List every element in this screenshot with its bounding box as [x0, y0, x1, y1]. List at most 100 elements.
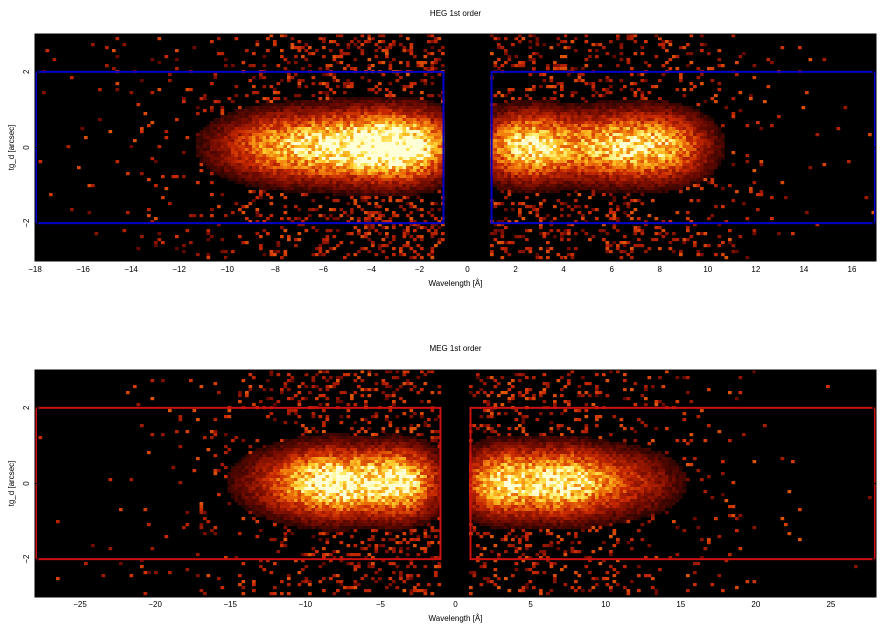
- heatmap-cell: [357, 184, 361, 188]
- heatmap-cell: [336, 79, 340, 83]
- heatmap-cell: [409, 130, 414, 134]
- heatmap-cell: [528, 160, 533, 164]
- heatmap-cell: [395, 154, 400, 158]
- heatmap-cell: [640, 100, 645, 104]
- heatmap-cell: [637, 148, 641, 152]
- heatmap-cell: [266, 187, 270, 191]
- heatmap-cell: [539, 139, 543, 143]
- heatmap-cell: [644, 112, 648, 116]
- heatmap-cell: [521, 115, 526, 119]
- heatmap-cell: [294, 178, 298, 182]
- heatmap-cell: [413, 142, 417, 146]
- heatmap-cell: [329, 187, 333, 191]
- heatmap-cell: [420, 154, 424, 158]
- heatmap-cell: [672, 184, 676, 188]
- heatmap-cell: [528, 175, 533, 179]
- heatmap-cell: [297, 190, 302, 194]
- heatmap-cell: [665, 139, 669, 143]
- heatmap-cell: [273, 148, 277, 152]
- heatmap-cell: [343, 148, 347, 152]
- heatmap-cell: [644, 103, 648, 107]
- heatmap-cell: [651, 181, 655, 185]
- heatmap-cell: [546, 178, 550, 182]
- heatmap-cell: [273, 157, 277, 161]
- heatmap-cell: [399, 175, 403, 179]
- heatmap-cell: [511, 187, 515, 191]
- heatmap-cell: [367, 79, 372, 83]
- heatmap-cell: [672, 157, 676, 161]
- heatmap-cell: [231, 151, 235, 155]
- heatmap-cell: [602, 166, 606, 170]
- heatmap-cell: [378, 112, 382, 116]
- heatmap-cell: [658, 115, 662, 119]
- heatmap-cell: [560, 232, 564, 236]
- heatmap-cell: [661, 142, 666, 146]
- heatmap-cell: [252, 184, 256, 188]
- heatmap-cell: [560, 133, 564, 137]
- heatmap-cell: [633, 94, 638, 98]
- heatmap-cell: [290, 172, 295, 176]
- heatmap-cell: [238, 136, 242, 140]
- heatmap-cell: [416, 196, 421, 200]
- heatmap-cell: [381, 49, 386, 53]
- heatmap-cell: [353, 121, 358, 125]
- heatmap-cell: [654, 130, 659, 134]
- heatmap-cell: [269, 133, 274, 137]
- heatmap-cell: [273, 172, 277, 176]
- heatmap-cell: [395, 169, 400, 173]
- heatmap-cell: [423, 157, 428, 161]
- heatmap-cell: [679, 136, 683, 140]
- heatmap-cell: [304, 151, 309, 155]
- heatmap-cell: [623, 166, 627, 170]
- heatmap-cell: [147, 208, 151, 212]
- heatmap-cell: [332, 133, 337, 137]
- heatmap-cell: [336, 175, 340, 179]
- heatmap-cell: [427, 118, 431, 122]
- heatmap-cell: [357, 205, 361, 209]
- heatmap-cell: [598, 43, 603, 47]
- heatmap-cell: [633, 52, 638, 56]
- heatmap-cell: [154, 184, 158, 188]
- heatmap-cell: [395, 166, 400, 170]
- heatmap-cell: [224, 154, 228, 158]
- heatmap-cell: [609, 109, 613, 113]
- heatmap-cell: [231, 115, 235, 119]
- heatmap-cell: [360, 145, 365, 149]
- heatmap-cell: [241, 118, 246, 122]
- heatmap-cell: [542, 187, 547, 191]
- heatmap-cell: [521, 145, 526, 149]
- heatmap-cell: [329, 208, 333, 212]
- heatmap-cell: [420, 175, 424, 179]
- heatmap-cell: [563, 103, 568, 107]
- heatmap-cell: [304, 115, 309, 119]
- heatmap-cell: [560, 127, 564, 131]
- heatmap-cell: [542, 73, 547, 77]
- heatmap-cell: [332, 73, 337, 77]
- heatmap-cell: [651, 190, 655, 194]
- heatmap-cell: [668, 187, 673, 191]
- heatmap-cell: [525, 163, 529, 167]
- heatmap-cell: [588, 130, 592, 134]
- heatmap-cell: [507, 103, 512, 107]
- heatmap-cell: [493, 94, 498, 98]
- heatmap-cell: [189, 241, 193, 245]
- heatmap-cell: [521, 187, 526, 191]
- heatmap-cell: [598, 190, 603, 194]
- heatmap-cell: [556, 142, 561, 146]
- heatmap-cell: [511, 136, 515, 140]
- heatmap-cell: [665, 133, 669, 137]
- heatmap-cell: [420, 61, 424, 65]
- heatmap-cell: [651, 178, 655, 182]
- heatmap-cell: [560, 157, 564, 161]
- heatmap-cell: [367, 130, 372, 134]
- heatmap-cell: [630, 256, 634, 260]
- heatmap-cell: [98, 118, 102, 122]
- heatmap-cell: [325, 241, 330, 245]
- heatmap-cell: [504, 160, 508, 164]
- heatmap-cell: [504, 52, 508, 56]
- heatmap-cell: [640, 193, 645, 197]
- heatmap-cell: [539, 232, 543, 236]
- heatmap-cell: [269, 181, 274, 185]
- heatmap-cell: [420, 208, 424, 212]
- heatmap-cell: [507, 136, 512, 140]
